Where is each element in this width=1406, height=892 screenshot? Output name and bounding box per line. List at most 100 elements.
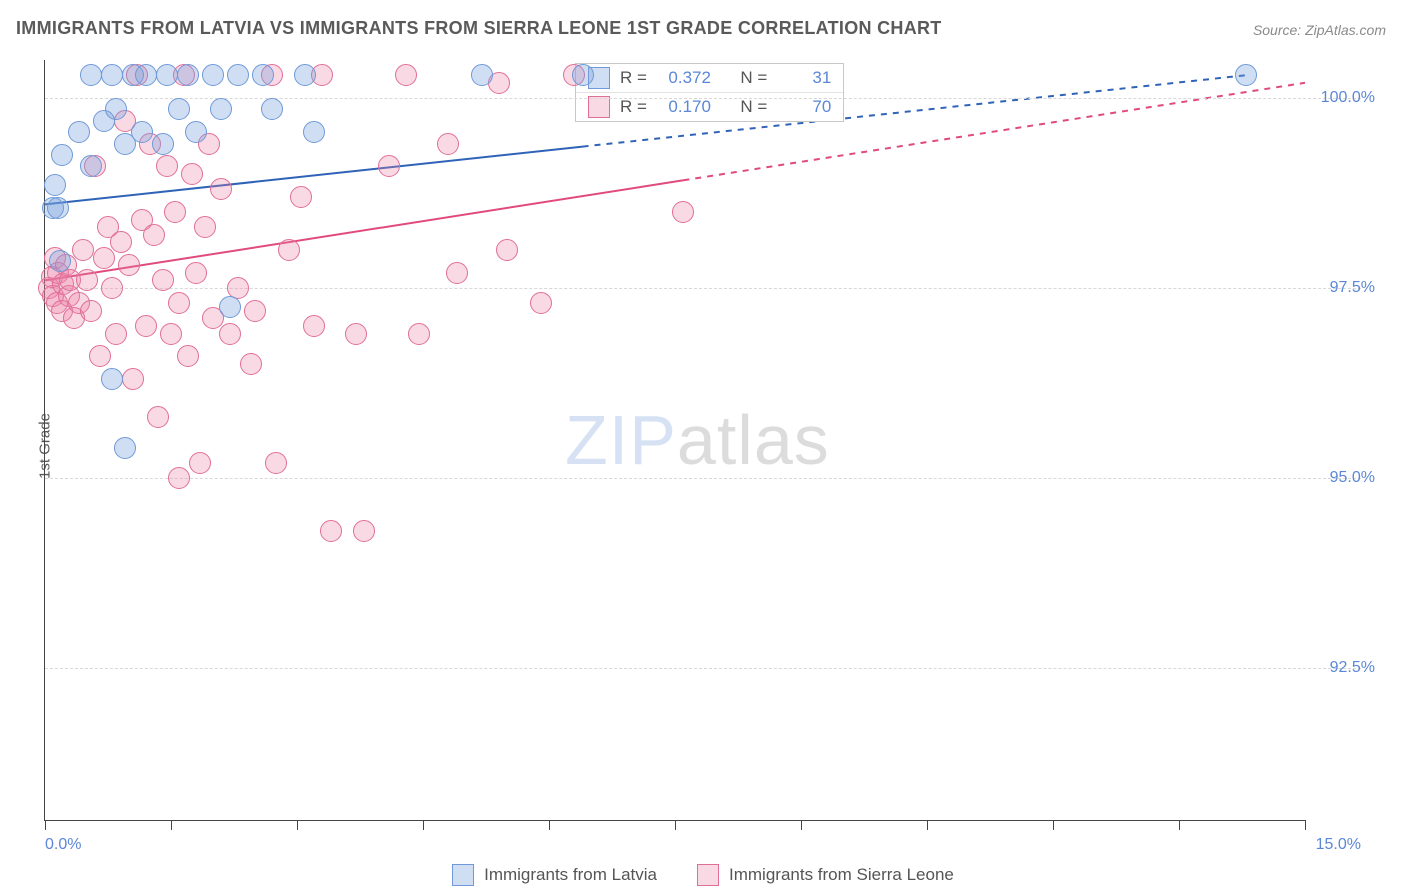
r-value-a: 0.372	[657, 68, 711, 88]
y-tick-label: 92.5%	[1330, 659, 1375, 677]
scatter-point-b	[353, 520, 375, 542]
x-axis-max-label: 15.0%	[1316, 836, 1361, 854]
scatter-point-a	[47, 197, 69, 219]
scatter-point-b	[135, 315, 157, 337]
scatter-point-b	[530, 292, 552, 314]
scatter-point-b	[177, 345, 199, 367]
scatter-point-b	[143, 224, 165, 246]
scatter-point-b	[89, 345, 111, 367]
scatter-point-b	[80, 300, 102, 322]
n-value-a: 31	[777, 68, 831, 88]
bottom-legend: Immigrants from Latvia Immigrants from S…	[0, 864, 1406, 886]
source-citation: Source: ZipAtlas.com	[1253, 22, 1386, 38]
scatter-point-b	[303, 315, 325, 337]
scatter-point-a	[80, 64, 102, 86]
x-axis-min-label: 0.0%	[45, 836, 81, 854]
n-label: N =	[740, 68, 767, 88]
scatter-point-b	[395, 64, 417, 86]
x-tick	[1179, 820, 1180, 830]
x-tick	[549, 820, 550, 830]
scatter-point-b	[408, 323, 430, 345]
x-tick	[423, 820, 424, 830]
trend-lines-svg	[45, 60, 1305, 820]
scatter-point-b	[105, 323, 127, 345]
gridline	[45, 668, 1361, 669]
legend-item-b: Immigrants from Sierra Leone	[697, 864, 954, 886]
scatter-point-a	[68, 121, 90, 143]
scatter-point-a	[51, 144, 73, 166]
r-label: R =	[620, 68, 647, 88]
r-value-b: 0.170	[657, 97, 711, 117]
scatter-point-b	[189, 452, 211, 474]
stats-legend-row-a: R = 0.372 N = 31	[576, 64, 843, 92]
scatter-point-b	[110, 231, 132, 253]
y-tick-label: 100.0%	[1321, 89, 1375, 107]
scatter-point-a	[294, 64, 316, 86]
watermark-zip: ZIP	[565, 401, 677, 479]
scatter-point-b	[672, 201, 694, 223]
x-tick	[1053, 820, 1054, 830]
swatch-series-a	[452, 864, 474, 886]
scatter-point-b	[210, 178, 232, 200]
scatter-point-b	[101, 277, 123, 299]
scatter-point-a	[44, 174, 66, 196]
x-tick	[297, 820, 298, 830]
scatter-point-a	[168, 98, 190, 120]
scatter-point-b	[185, 262, 207, 284]
scatter-point-b	[156, 155, 178, 177]
scatter-point-a	[227, 64, 249, 86]
chart-title: IMMIGRANTS FROM LATVIA VS IMMIGRANTS FRO…	[16, 18, 942, 39]
trendline-solid	[45, 147, 583, 205]
stats-legend-row-b: R = 0.170 N = 70	[576, 92, 843, 121]
scatter-point-a	[202, 64, 224, 86]
plot-area: ZIPatlas R = 0.372 N = 31 R = 0.170 N = …	[44, 60, 1305, 821]
scatter-point-b	[181, 163, 203, 185]
legend-label-b: Immigrants from Sierra Leone	[729, 865, 954, 885]
watermark-atlas: atlas	[677, 401, 830, 479]
scatter-point-b	[244, 300, 266, 322]
scatter-point-b	[378, 155, 400, 177]
scatter-point-b	[219, 323, 241, 345]
scatter-point-a	[101, 64, 123, 86]
watermark: ZIPatlas	[565, 400, 830, 480]
scatter-point-b	[152, 269, 174, 291]
x-tick	[801, 820, 802, 830]
scatter-point-a	[572, 64, 594, 86]
scatter-point-b	[345, 323, 367, 345]
x-tick	[171, 820, 172, 830]
x-tick	[1305, 820, 1306, 830]
scatter-point-b	[118, 254, 140, 276]
scatter-point-b	[496, 239, 518, 261]
scatter-point-b	[168, 467, 190, 489]
scatter-point-b	[240, 353, 262, 375]
scatter-point-b	[147, 406, 169, 428]
scatter-point-b	[164, 201, 186, 223]
x-tick	[45, 820, 46, 830]
scatter-point-b	[93, 247, 115, 269]
scatter-point-a	[152, 133, 174, 155]
scatter-point-a	[156, 64, 178, 86]
scatter-point-a	[131, 121, 153, 143]
scatter-point-a	[135, 64, 157, 86]
scatter-point-a	[303, 121, 325, 143]
scatter-point-a	[219, 296, 241, 318]
legend-label-a: Immigrants from Latvia	[484, 865, 657, 885]
scatter-point-b	[168, 292, 190, 314]
scatter-point-b	[290, 186, 312, 208]
y-tick-label: 97.5%	[1330, 279, 1375, 297]
scatter-point-b	[437, 133, 459, 155]
scatter-point-a	[261, 98, 283, 120]
scatter-point-a	[210, 98, 232, 120]
scatter-point-b	[122, 368, 144, 390]
stats-legend: R = 0.372 N = 31 R = 0.170 N = 70	[575, 63, 844, 122]
scatter-point-b	[160, 323, 182, 345]
scatter-point-a	[177, 64, 199, 86]
scatter-point-b	[278, 239, 300, 261]
gridline	[45, 478, 1361, 479]
scatter-point-b	[446, 262, 468, 284]
n-label: N =	[740, 97, 767, 117]
x-tick	[927, 820, 928, 830]
swatch-series-b	[588, 96, 610, 118]
scatter-point-a	[101, 368, 123, 390]
scatter-point-b	[320, 520, 342, 542]
